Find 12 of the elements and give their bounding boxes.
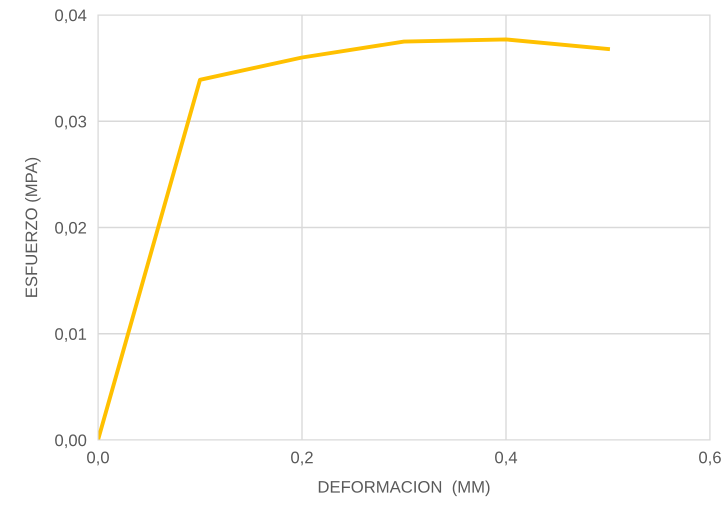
y-tick-label: 0,02 — [55, 222, 86, 236]
y-tick-label: 0,03 — [55, 116, 86, 130]
y-tick-label: 0,01 — [55, 328, 86, 342]
y-axis-title: ESFUERZO (MPA) — [25, 158, 41, 297]
x-tick-label: 0,2 — [291, 452, 313, 466]
line-series — [98, 37, 610, 440]
y-tick-label: 0,04 — [55, 9, 86, 24]
y-tick-label: 0,00 — [55, 434, 86, 448]
x-axis-title: DEFORMACION (MM) — [318, 480, 490, 496]
x-tick-label: 0,0 — [87, 452, 109, 466]
x-tick-label: 0,6 — [699, 452, 721, 466]
x-tick-label: 0,4 — [495, 452, 518, 466]
